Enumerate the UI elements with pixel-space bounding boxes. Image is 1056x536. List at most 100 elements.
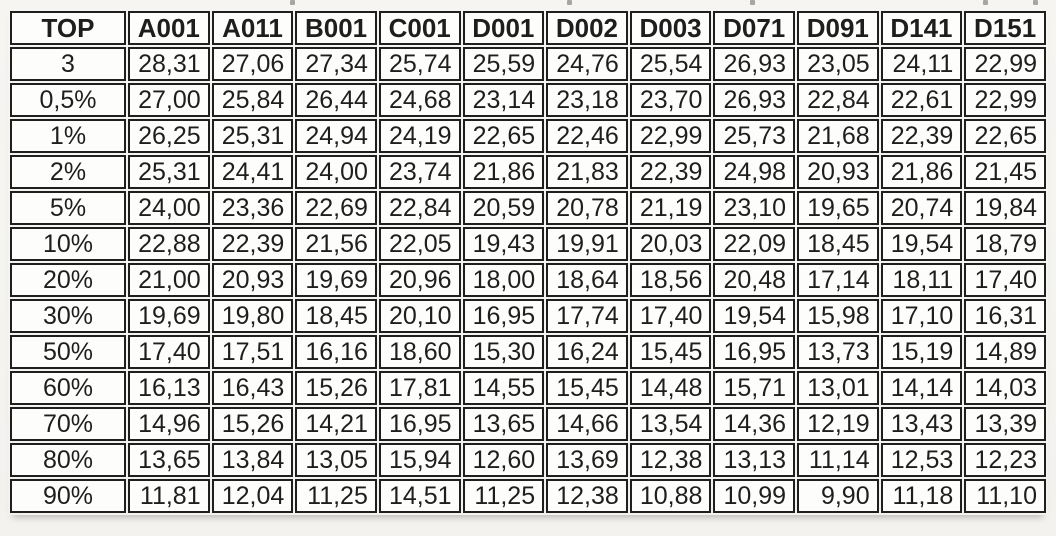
row-label: 0,5%: [10, 83, 126, 117]
table-cell: 23,18: [546, 83, 628, 117]
table-cell: 26,93: [713, 47, 795, 81]
table-cell: 22,61: [880, 83, 963, 117]
column-header: D003: [629, 11, 712, 45]
table-cell: 20,74: [880, 191, 963, 225]
row-label: 60%: [10, 371, 126, 405]
table-cell: 22,88: [128, 227, 210, 261]
table-cell: 22,99: [964, 47, 1046, 81]
table-cell: 20,93: [797, 155, 879, 189]
row-label: 1%: [10, 119, 126, 153]
table-cell: 19,84: [964, 191, 1046, 225]
table-cell: 21,86: [880, 155, 963, 189]
table-cell: 24,76: [546, 47, 628, 81]
table-cell: 12,60: [462, 443, 545, 477]
table-cell: 22,39: [880, 119, 963, 153]
table-cell: 10,88: [629, 479, 712, 513]
table-cell: 11,81: [128, 479, 210, 513]
table-cell: 14,89: [964, 335, 1046, 369]
table-cell: 11,14: [797, 443, 879, 477]
table-cell: 19,65: [797, 191, 879, 225]
table-cell: 19,54: [880, 227, 963, 261]
table-cell: 26,93: [713, 83, 795, 117]
table-cell: 16,13: [128, 371, 210, 405]
table-cell: 22,84: [797, 83, 879, 117]
table-cell: 15,26: [211, 407, 294, 441]
table-cell: 11,25: [462, 479, 545, 513]
table-cell: 25,31: [128, 155, 210, 189]
table-cell: 22,65: [964, 119, 1046, 153]
table-cell: 15,71: [713, 371, 795, 405]
table-body: 3 28,31 27,06 27,34 25,74 25,59 24,76 25,54 26,9…: [10, 47, 1046, 513]
table-header: TOP A001 A011 B001 C001 D001 D002 D003 D071 D091 D…: [10, 11, 1046, 45]
table-cell: 24,94: [295, 119, 377, 153]
table-cell: 24,68: [378, 83, 461, 117]
table-cell: 11,25: [295, 479, 377, 513]
row-label: 20%: [10, 263, 126, 297]
table-cell: 12,53: [880, 443, 963, 477]
table-row: 20% 21,00 20,93 19,69 20,96 18,00 18,64 18,56 20…: [10, 263, 1046, 297]
table-row: 60% 16,13 16,43 15,26 17,81 14,55 15,45 14,48 15…: [10, 371, 1046, 405]
cropped-text-artifact: [567, 0, 572, 5]
table-cell: 24,41: [211, 155, 294, 189]
table-cell: 20,96: [378, 263, 461, 297]
row-label: 10%: [10, 227, 126, 261]
table-cell: 24,00: [295, 155, 377, 189]
table-cell: 25,84: [211, 83, 294, 117]
table-cell: 15,19: [880, 335, 963, 369]
table-cell: 21,00: [128, 263, 210, 297]
table-cell: 21,56: [295, 227, 377, 261]
table-cell: 23,05: [797, 47, 879, 81]
table-cell: 15,94: [378, 443, 461, 477]
table-cell: 13,84: [211, 443, 294, 477]
table-cell: 20,03: [629, 227, 712, 261]
table-cell: 18,60: [378, 335, 461, 369]
table-cell: 12,04: [211, 479, 294, 513]
table-cell: 24,98: [713, 155, 795, 189]
table-cell: 20,59: [462, 191, 545, 225]
table-cell: 15,30: [462, 335, 545, 369]
row-label: 5%: [10, 191, 126, 225]
row-label: 70%: [10, 407, 126, 441]
table-cell: 16,31: [964, 299, 1046, 333]
table-cell: 18,45: [797, 227, 879, 261]
table-cell: 22,46: [546, 119, 628, 153]
table-cell: 23,14: [462, 83, 545, 117]
table-cell: 9,90: [797, 479, 879, 513]
table-cell: 22,09: [713, 227, 795, 261]
table-cell: 25,54: [629, 47, 712, 81]
column-header: D151: [964, 11, 1046, 45]
table-cell: 21,83: [546, 155, 628, 189]
table-cell: 14,48: [629, 371, 712, 405]
table-cell: 23,10: [713, 191, 795, 225]
table-cell: 22,84: [378, 191, 461, 225]
table-cell: 15,98: [797, 299, 879, 333]
table-cell: 12,38: [546, 479, 628, 513]
table-row: 5% 24,00 23,36 22,69 22,84 20,59 20,78 21,19 23,…: [10, 191, 1046, 225]
table-cell: 24,11: [880, 47, 963, 81]
table-cell: 15,45: [629, 335, 712, 369]
table-cell: 27,34: [295, 47, 377, 81]
table-cell: 14,66: [546, 407, 628, 441]
row-label: 90%: [10, 479, 126, 513]
table-cell: 16,16: [295, 335, 377, 369]
table-row: 30% 19,69 19,80 18,45 20,10 16,95 17,74 17,40 19…: [10, 299, 1046, 333]
table-cell: 19,91: [546, 227, 628, 261]
table-cell: 19,43: [462, 227, 545, 261]
table-cell: 17,40: [629, 299, 712, 333]
table-cell: 19,80: [211, 299, 294, 333]
percentile-data-table: TOP A001 A011 B001 C001 D001 D002 D003 D071 D091 D…: [8, 9, 1048, 515]
table-cell: 23,36: [211, 191, 294, 225]
table-cell: 14,03: [964, 371, 1046, 405]
table-cell: 22,39: [211, 227, 294, 261]
table-cell: 21,86: [462, 155, 545, 189]
table-cell: 11,18: [880, 479, 963, 513]
table-cell: 22,99: [964, 83, 1046, 117]
table-cell: 27,06: [211, 47, 294, 81]
table-cell: 14,36: [713, 407, 795, 441]
table-cell: 18,00: [462, 263, 545, 297]
cropped-text-artifact: [1033, 0, 1038, 5]
table-cell: 17,40: [964, 263, 1046, 297]
column-header: D091: [797, 11, 879, 45]
row-label: 50%: [10, 335, 126, 369]
